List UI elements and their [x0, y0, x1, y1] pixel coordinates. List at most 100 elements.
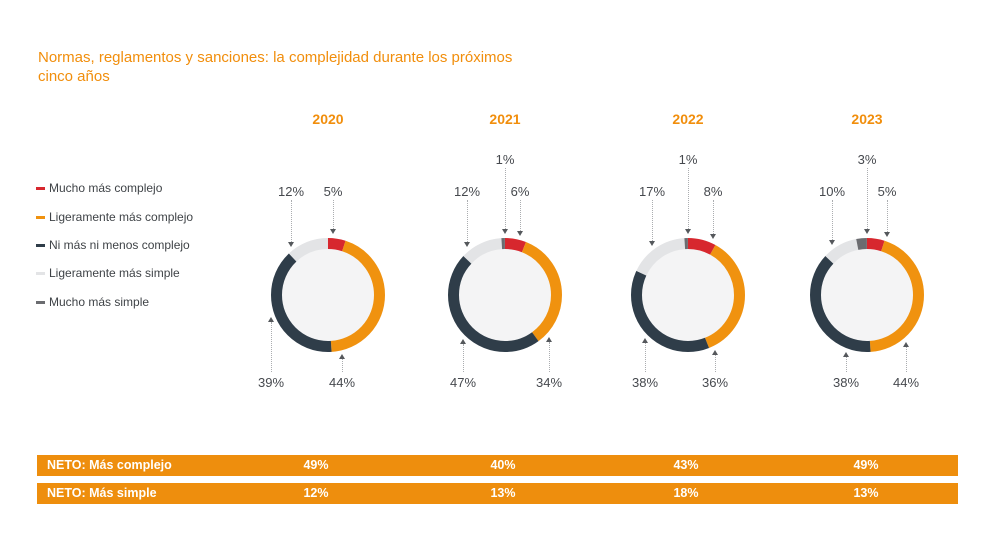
pct-label-2021-red: 6% — [510, 184, 530, 199]
net-value-2020: 12% — [303, 486, 329, 500]
leader-line — [688, 168, 689, 229]
arrow-down-icon — [517, 230, 523, 236]
donut-segment-lightgray — [271, 238, 385, 352]
net-row-mas-simple: NETO: Más simple 12% 13% 18% 13% — [37, 483, 958, 504]
leader-line — [715, 354, 716, 372]
arrow-down-icon — [464, 242, 470, 248]
net-value-2023: 13% — [853, 486, 879, 500]
net-row-label: NETO: Más complejo — [47, 458, 172, 472]
net-value-2021: 13% — [490, 486, 516, 500]
donut-chart-2021 — [448, 238, 562, 352]
leader-line — [549, 342, 550, 372]
pct-label-2023-orange: 44% — [892, 375, 920, 390]
donut-inner-fill — [810, 238, 924, 352]
pct-label-2023-navy: 38% — [832, 375, 860, 390]
leader-line — [505, 168, 506, 229]
legend-swatch-lightgray — [36, 272, 45, 275]
donut-chart-2023 — [810, 238, 924, 352]
arrow-down-icon — [685, 229, 691, 234]
leader-line — [342, 359, 343, 372]
donut-segment-orange — [631, 238, 745, 352]
pct-label-2020-navy: 39% — [257, 375, 285, 390]
leader-line — [846, 357, 847, 372]
donut-chart-2020 — [271, 238, 385, 352]
donut-inner-fill — [271, 238, 385, 352]
leader-line — [271, 321, 272, 372]
donut-segment-red — [810, 238, 924, 352]
leader-line — [645, 343, 646, 372]
arrow-up-icon — [843, 352, 849, 358]
leader-line — [467, 200, 468, 243]
donut-chart-2022 — [631, 238, 745, 352]
pct-label-2021-lightgray: 12% — [453, 184, 481, 199]
pct-label-2022-midgray: 1% — [678, 152, 698, 167]
legend-swatch-red — [36, 187, 45, 190]
pct-label-2021-navy: 47% — [449, 375, 477, 390]
pct-label-2021-orange: 34% — [535, 375, 563, 390]
arrow-down-icon — [829, 240, 835, 246]
donut-segment-navy — [810, 238, 924, 352]
pct-label-2022-orange: 36% — [701, 375, 729, 390]
donut-segment-orange — [810, 238, 924, 352]
donut-segment-midgray — [448, 238, 562, 352]
leader-line — [463, 344, 464, 372]
arrow-up-icon — [642, 338, 648, 344]
arrow-down-icon — [710, 234, 716, 240]
leader-line — [906, 346, 907, 372]
pct-label-2023-midgray: 3% — [857, 152, 877, 167]
leader-line — [520, 200, 521, 231]
leader-line — [333, 200, 334, 230]
net-value-2022: 18% — [673, 486, 699, 500]
year-label-2023: 2023 — [851, 111, 883, 127]
donut-inner-fill — [631, 238, 745, 352]
pct-label-2020-red: 5% — [323, 184, 343, 199]
donut-segment-navy — [448, 238, 562, 352]
page-title: Normas, reglamentos y sanciones: la comp… — [38, 49, 513, 86]
year-label-2021: 2021 — [489, 111, 521, 127]
leader-line — [887, 200, 888, 233]
donut-segment-orange — [448, 238, 562, 352]
leader-line — [291, 200, 292, 242]
year-label-2022: 2022 — [672, 111, 704, 127]
net-value-2023: 49% — [853, 458, 879, 472]
arrow-down-icon — [884, 232, 890, 238]
net-row-label: NETO: Más simple — [47, 486, 157, 500]
leader-line — [867, 168, 868, 229]
legend-label: Ligeramente más simple — [49, 266, 180, 280]
donut-segment-navy — [631, 238, 745, 352]
legend-swatch-midgray — [36, 301, 45, 304]
pct-label-2020-lightgray: 12% — [277, 184, 305, 199]
arrow-up-icon — [339, 354, 345, 360]
arrow-up-icon — [460, 339, 466, 345]
net-row-mas-complejo: NETO: Más complejo 49% 40% 43% 49% — [37, 455, 958, 476]
donut-segment-orange — [271, 238, 385, 352]
arrow-down-icon — [864, 229, 870, 234]
donut-segment-midgray — [631, 238, 745, 352]
donut-inner-fill — [448, 238, 562, 352]
pct-label-2023-red: 5% — [877, 184, 897, 199]
year-label-2020: 2020 — [312, 111, 344, 127]
pct-label-2022-lightgray: 17% — [638, 184, 666, 199]
arrow-up-icon — [903, 341, 909, 347]
pct-label-2020-orange: 44% — [328, 375, 356, 390]
pct-label-2022-navy: 38% — [631, 375, 659, 390]
net-value-2021: 40% — [490, 458, 516, 472]
leader-line — [832, 200, 833, 241]
legend-label: Mucho más complejo — [49, 181, 163, 195]
leader-line — [713, 200, 714, 235]
pct-label-2022-red: 8% — [703, 184, 723, 199]
arrow-up-icon — [546, 337, 552, 343]
net-value-2020: 49% — [303, 458, 329, 472]
legend-label: Mucho más simple — [49, 295, 150, 309]
donut-segment-navy — [271, 238, 385, 352]
arrow-down-icon — [288, 241, 294, 247]
legend-swatch-navy — [36, 244, 45, 247]
pct-label-2023-lightgray: 10% — [818, 184, 846, 199]
arrow-up-icon — [712, 349, 718, 355]
pct-label-2021-midgray: 1% — [495, 152, 515, 167]
legend-swatch-orange — [36, 216, 45, 219]
arrow-down-icon — [502, 229, 508, 234]
arrow-up-icon — [268, 316, 274, 322]
legend-label: Ni más ni menos complejo — [49, 238, 190, 252]
